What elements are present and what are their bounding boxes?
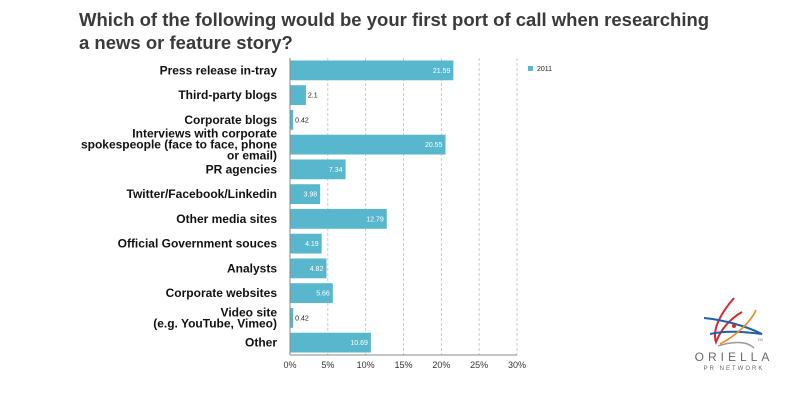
x-tick-label: 30% <box>508 360 526 370</box>
logo-name: ORIELLA <box>694 350 774 364</box>
category-label: Analysts <box>227 261 277 275</box>
x-tick-label: 5% <box>321 360 334 370</box>
data-label: 21.59 <box>433 68 451 75</box>
bar <box>290 109 294 130</box>
category-label-line: Other <box>245 336 277 350</box>
oriella-logo: TM <box>703 297 763 349</box>
data-label: 4.82 <box>310 266 324 273</box>
axes <box>289 58 517 356</box>
x-tick-label: 0% <box>283 360 296 370</box>
category-label-line: Third-party blogs <box>178 88 277 102</box>
category-label: Corporate blogs <box>184 113 277 127</box>
category-label-line: Corporate websites <box>166 286 278 300</box>
bar <box>290 283 333 304</box>
logo-dot <box>732 324 736 328</box>
category-label: Third-party blogs <box>178 88 277 102</box>
category-label: PR agencies <box>206 162 278 176</box>
data-label: 4.19 <box>305 241 319 248</box>
bar <box>290 134 446 155</box>
bar <box>290 159 346 180</box>
grid-lines <box>327 58 518 355</box>
legend: 2011 <box>528 66 552 73</box>
bar <box>290 332 371 353</box>
data-label: 5.66 <box>316 291 330 298</box>
legend-swatch <box>528 66 533 71</box>
category-label-line: PR agencies <box>206 162 278 176</box>
x-tick-label: 10% <box>357 360 375 370</box>
legend-label: 2011 <box>537 66 552 73</box>
bar <box>290 85 306 106</box>
x-tick-label: 25% <box>470 360 488 370</box>
logo-swoosh-red <box>714 297 743 345</box>
category-label-line: Video site <box>221 305 278 319</box>
logo-trademark: TM <box>757 337 763 342</box>
x-tick-labels: 0% 5% 10% 15% 20% 25% 30% <box>283 360 526 370</box>
category-label-line: spokespeople (face to face, phone <box>81 138 277 152</box>
category-label-line: Corporate blogs <box>184 113 277 127</box>
data-label: 12.79 <box>366 216 384 223</box>
logo-swoosh-gray <box>717 341 755 349</box>
data-label: 0.42 <box>295 315 309 322</box>
data-label: 7.34 <box>329 167 343 174</box>
category-labels: Press release in-tray Third-party blogs Co… <box>81 63 277 349</box>
logo-swoosh-orange <box>719 309 757 345</box>
category-label: Official Government souces <box>118 237 278 251</box>
category-label: Video site (e.g. YouTube, Vimeo) <box>153 305 277 330</box>
data-label: 10.69 <box>350 340 368 347</box>
category-label: Other media sites <box>176 212 277 226</box>
x-tick-label: 15% <box>394 360 412 370</box>
category-label: Corporate websites <box>166 286 278 300</box>
category-label: Other <box>245 336 277 350</box>
category-label: Interviews with corporate spokespeople (f… <box>81 127 277 163</box>
data-label: 3.98 <box>303 192 317 199</box>
bar <box>290 233 322 254</box>
data-labels: 21.59 2.1 0.42 20.55 7.34 3.98 12.79 4.19 4.82 5.… <box>295 68 450 347</box>
logo-swoosh-blue <box>703 317 763 335</box>
category-label-line: Interviews with corporate <box>132 127 277 141</box>
bar <box>290 184 321 205</box>
bars-group <box>290 60 454 353</box>
category-label-line: (e.g. YouTube, Vimeo) <box>153 316 277 330</box>
category-label: Press release in-tray <box>160 63 278 77</box>
bar <box>290 307 294 328</box>
category-label-line: Twitter/Facebook/Linkedin <box>127 187 277 201</box>
category-label-line: Press release in-tray <box>160 63 278 77</box>
data-label: 20.55 <box>425 142 443 149</box>
bar <box>290 208 387 229</box>
category-label: Twitter/Facebook/Linkedin <box>127 187 277 201</box>
category-label-line: Other media sites <box>176 212 277 226</box>
data-label: 0.42 <box>295 117 309 124</box>
category-label-line: Official Government souces <box>118 237 278 251</box>
logo-subtitle: PR NETWORK <box>703 366 765 372</box>
category-label-line: Analysts <box>227 261 277 275</box>
chart-title: Which of the following would be your fir… <box>79 9 710 53</box>
bar <box>290 60 454 81</box>
category-label-line: or email) <box>227 149 277 163</box>
data-label: 2.1 <box>308 93 318 100</box>
x-tick-label: 20% <box>432 360 450 370</box>
bar <box>290 258 327 279</box>
